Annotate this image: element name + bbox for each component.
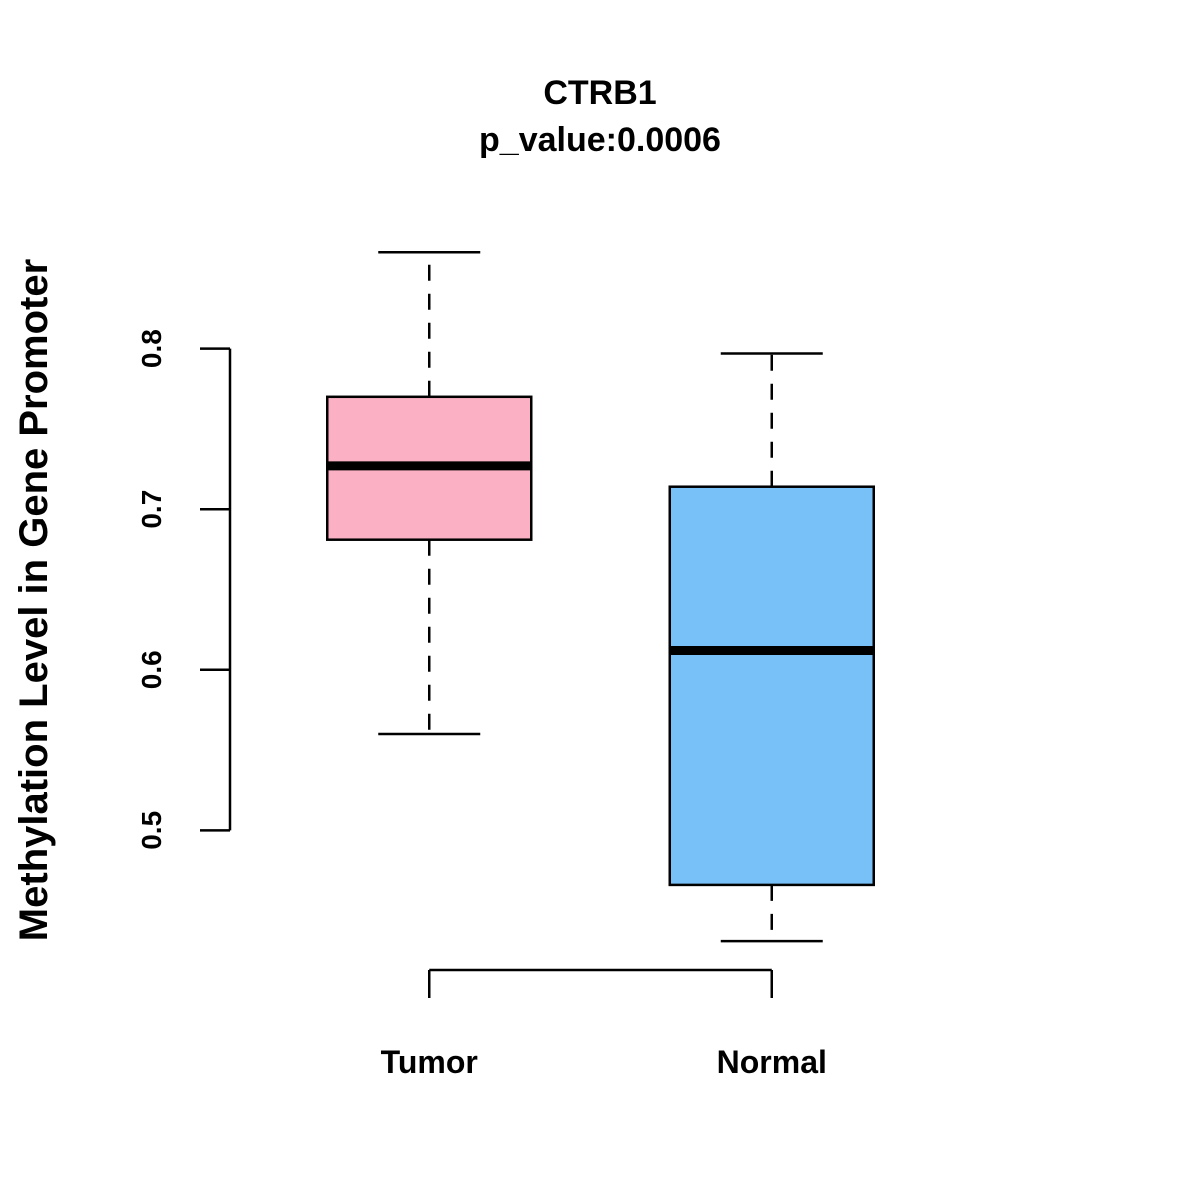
chart-subtitle: p_value:0.0006 [479,121,721,159]
y-tick-label: 0.8 [136,329,167,368]
y-tick-label: 0.6 [136,650,167,689]
x-tick-label: Normal [717,1044,827,1080]
chart-title: CTRB1 [543,74,656,112]
x-tick-label: Tumor [381,1044,478,1080]
y-axis-label: Methylation Level in Gene Promoter [12,259,56,941]
y-tick-label: 0.5 [136,811,167,850]
box-normal [668,485,875,887]
y-tick-label: 0.7 [136,490,167,529]
chart-marks: 0.5 0.6 0.7 0.8 Tumor Normal [136,251,875,1080]
